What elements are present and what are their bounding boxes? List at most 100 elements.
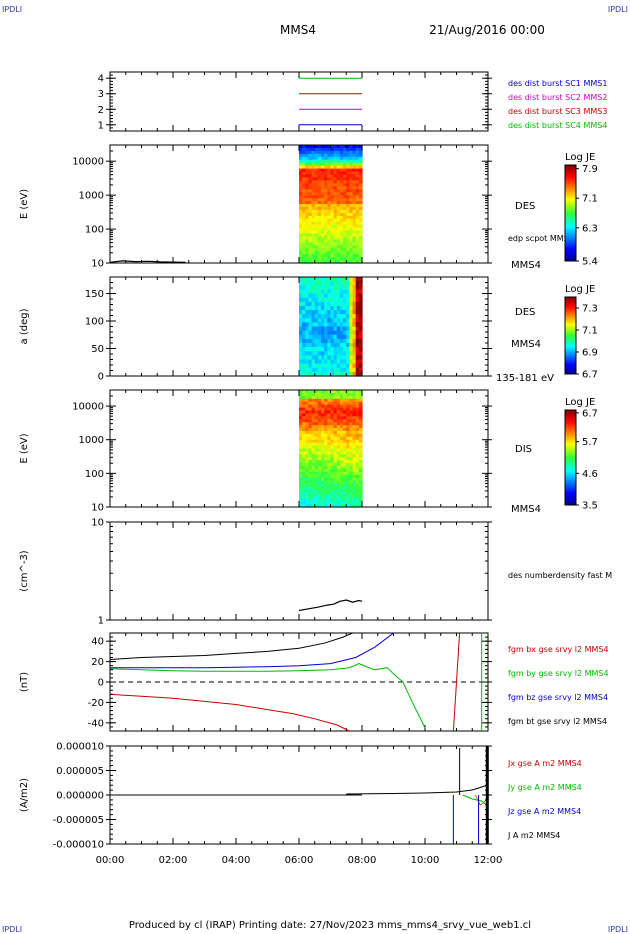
heatmap-cell: [324, 425, 328, 429]
heatmap-cell: [355, 338, 360, 344]
heatmap-cell: [299, 439, 303, 444]
heatmap-cell: [321, 189, 325, 193]
heatmap-cell: [358, 351, 363, 356]
heatmap-cell: [321, 404, 325, 409]
density-line: [298, 599, 363, 612]
heatmap-cell: [299, 347, 303, 352]
heatmap-cell: [346, 168, 350, 173]
heatmap-cell: [324, 486, 328, 491]
heatmap-cell: [339, 359, 344, 365]
heatmap-cell: [302, 165, 306, 170]
heatmap-cell: [330, 212, 335, 217]
heatmap-cell: [339, 445, 344, 450]
heatmap-cell: [352, 168, 357, 173]
heatmap-cell: [336, 413, 341, 417]
heatmap-cell: [333, 236, 338, 240]
heatmap-cell: [352, 147, 357, 152]
heatmap-cell: [330, 407, 335, 412]
heatmap-cell: [317, 466, 322, 470]
heatmap-cell: [327, 285, 332, 290]
heatmap-cell: [352, 230, 357, 235]
heatmap-cell: [358, 159, 363, 164]
heatmap-cell: [336, 492, 341, 496]
heatmap-cell: [308, 451, 313, 455]
heatmap-cell: [333, 442, 338, 447]
heatmap-cell: [355, 466, 360, 470]
heatmap-cell: [327, 147, 332, 152]
heatmap-cell: [346, 330, 350, 336]
heatmap-cell: [308, 371, 313, 377]
heatmap-cell: [349, 436, 354, 441]
heatmap-cell: [343, 230, 347, 235]
heatmap-cell: [339, 355, 344, 361]
heatmap-cell: [305, 260, 310, 264]
heatmap-cell: [352, 442, 357, 447]
heatmap-cell: [314, 153, 319, 158]
heatmap-cell: [352, 195, 357, 199]
heatmap-cell: [324, 477, 328, 482]
heatmap-cell: [330, 204, 335, 208]
heatmap-cell: [358, 285, 363, 290]
heatmap-cell: [324, 236, 328, 240]
heatmap-cell: [358, 314, 363, 319]
heatmap-cell: [324, 260, 328, 264]
heatmap-cell: [349, 359, 354, 365]
heatmap-cell: [321, 239, 325, 243]
heatmap-cell: [333, 301, 338, 307]
heatmap-cell: [317, 504, 322, 508]
heatmap-cell: [339, 498, 344, 502]
heatmap-cell: [314, 206, 319, 211]
heatmap-cell: [327, 189, 332, 193]
heatmap-cell: [358, 468, 363, 473]
heatmap-cell: [299, 351, 303, 356]
heatmap-cell: [352, 204, 357, 208]
heatmap-cell: [358, 471, 363, 476]
current-line: [346, 784, 489, 795]
heatmap-cell: [308, 171, 313, 176]
heatmap-cell: [358, 260, 363, 264]
heatmap-cell: [311, 147, 316, 152]
heatmap-cell: [305, 201, 310, 205]
heatmap-cell: [358, 233, 363, 238]
heatmap-cell: [352, 293, 357, 299]
heatmap-cell: [339, 215, 344, 220]
heatmap-cell: [343, 171, 347, 176]
heatmap-cell: [330, 359, 335, 365]
heatmap-cell: [352, 448, 357, 453]
heatmap-cell: [330, 224, 335, 229]
heatmap-cell: [355, 410, 360, 414]
heatmap-cell: [343, 150, 347, 155]
heatmap-cell: [358, 457, 363, 461]
heatmap-cell: [321, 433, 325, 438]
heatmap-cell: [317, 293, 322, 299]
heatmap-cell: [349, 297, 354, 303]
heatmap-cell: [333, 330, 338, 336]
heatmap-cell: [317, 489, 322, 493]
heatmap-cell: [352, 404, 357, 409]
heatmap-cell: [314, 183, 319, 187]
heatmap-cell: [327, 404, 332, 409]
heatmap-cell: [333, 293, 338, 299]
heatmap-cell: [327, 212, 332, 217]
heatmap-cell: [336, 257, 341, 261]
heatmap-cell: [299, 422, 303, 426]
heatmap-cell: [299, 395, 303, 400]
heatmap-cell: [330, 492, 335, 496]
heatmap-cell: [302, 233, 306, 238]
heatmap-cell: [349, 338, 354, 344]
heatmap-cell: [343, 480, 347, 485]
heatmap-cell: [321, 251, 325, 255]
heatmap-cell: [352, 310, 357, 315]
heatmap-cell: [343, 236, 347, 240]
heatmap-cell: [339, 442, 344, 447]
heatmap-cell: [302, 483, 306, 488]
y-axis-label: E (eV): [19, 433, 30, 463]
heatmap-cell: [355, 416, 360, 420]
heatmap-cell: [352, 301, 357, 307]
heatmap-cell: [302, 457, 306, 461]
heatmap-cell: [299, 260, 303, 264]
heatmap-cell: [321, 422, 325, 426]
heatmap-cell: [352, 367, 357, 373]
heatmap-cell: [343, 254, 347, 258]
